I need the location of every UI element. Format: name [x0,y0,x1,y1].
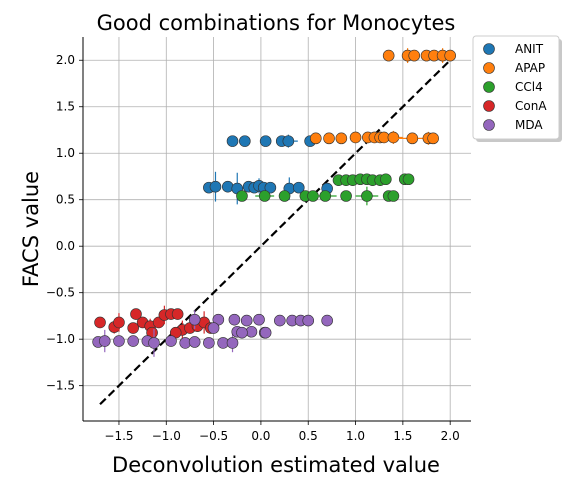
data-point-mda [321,314,333,327]
y-tick-label: −1.5 [46,379,75,393]
y-tick-label: 1.5 [56,100,75,114]
y-tick-label: −0.5 [46,286,75,300]
legend-marker-apap [483,62,495,74]
legend: ANIT APAP CCl4 ConA MDA [472,35,562,142]
legend-marker-cona [483,100,495,112]
data-point-anit [282,135,295,147]
x-tick-label: 0.5 [299,429,318,443]
data-point-anit [226,135,239,147]
grid-lines [83,37,471,421]
data-point-mda [148,337,160,349]
data-point-apap [309,132,322,145]
x-tick-label: 2.0 [441,429,460,443]
series-mda [92,310,333,357]
series-apap [309,48,456,145]
data-point-ccl4 [387,190,400,202]
x-tick-label: −1.5 [104,429,133,443]
data-point-ccl4 [361,190,373,202]
series-ccl4 [236,173,415,206]
data-point-cona [127,322,139,334]
data-point-cona [130,308,142,320]
x-tick-label: −0.5 [199,429,228,443]
identity-reference-line [99,54,456,406]
data-point-mda [240,314,253,327]
data-point-apap [427,132,439,145]
data-point-ccl4 [380,173,392,186]
chart-title: Good combinations for Monocytes [97,11,456,35]
axes [79,37,471,425]
data-point-ccl4 [258,190,271,202]
data-point-anit [264,181,277,194]
legend-label-mda: MDA [515,118,543,132]
y-tick-label: 0.0 [56,239,75,253]
data-point-ccl4 [340,190,352,202]
data-point-apap [335,132,348,145]
data-point-apap [323,132,335,145]
data-points [92,48,456,357]
data-point-ccl4 [319,190,332,202]
legend-marker-ccl4 [483,81,495,93]
y-tick-label: 1.0 [56,146,75,160]
data-point-apap [408,49,421,62]
data-point-ccl4 [402,173,415,186]
data-point-anit [292,181,305,194]
data-point-mda [113,335,125,347]
data-point-mda [226,337,239,349]
y-axis-title: FACS value [19,171,43,287]
data-point-mda [203,337,215,349]
x-tick-label: −1.0 [152,429,181,443]
data-point-anit [209,180,222,193]
data-point-mda [188,313,201,326]
data-point-anit [221,180,234,193]
legend-box [472,35,560,140]
data-point-anit [259,135,272,147]
data-point-mda [165,335,177,347]
x-tick-label: 0.0 [251,429,270,443]
data-point-apap [349,131,362,144]
y-tick-label: 0.5 [56,193,75,207]
data-point-mda [98,335,111,347]
data-point-mda [228,313,241,326]
data-point-cona [113,316,125,329]
data-point-mda [253,313,265,326]
x-tick-label: 1.0 [346,429,365,443]
legend-label-ccl4: CCl4 [515,80,543,94]
legend-label-cona: ConA [515,99,547,113]
data-point-mda [259,326,272,339]
x-tick-label: 1.5 [393,429,412,443]
legend-label-apap: APAP [515,61,545,75]
data-point-apap [387,131,400,144]
data-point-ccl4 [236,190,248,202]
data-point-mda [302,314,315,327]
tick-labels: −1.5 −1.0 −0.5 0.0 0.5 1.0 1.5 2.0 −1.5 −1.0 −0.5 0… [46,53,460,443]
data-point-anit [239,135,251,147]
y-tick-label: −1.0 [46,332,75,346]
data-point-cona [171,308,184,320]
data-point-cona [94,316,106,329]
data-point-mda [236,326,248,339]
data-point-mda [127,335,139,347]
legend-label-anit: ANIT [515,42,544,56]
data-point-mda [207,322,220,334]
legend-marker-mda [483,119,495,131]
data-point-mda [274,314,286,327]
data-point-mda [188,336,201,348]
data-point-apap [406,132,419,145]
data-point-apap [444,49,456,62]
y-tick-label: 2.0 [56,53,75,67]
x-axis-title: Deconvolution estimated value [112,453,440,477]
data-point-ccl4 [278,190,291,202]
reference-line-group [99,54,456,406]
data-point-apap [382,49,395,62]
legend-marker-anit [483,43,495,55]
